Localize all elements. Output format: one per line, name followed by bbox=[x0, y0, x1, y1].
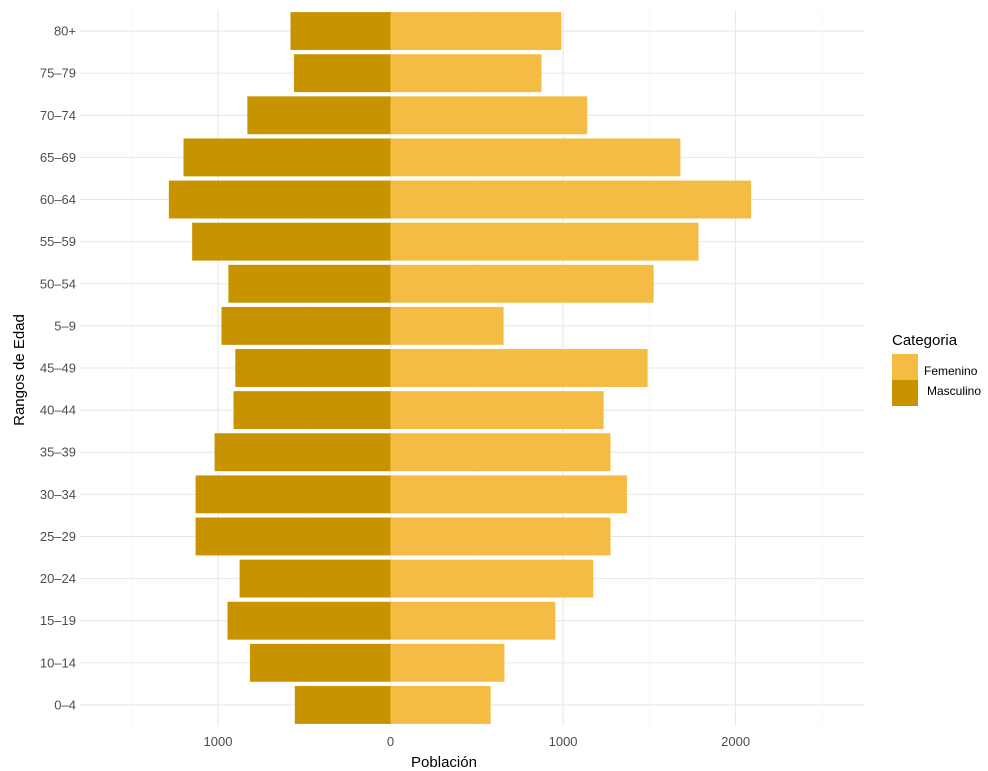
bar-masculino-75–79 bbox=[293, 54, 391, 93]
bar-masculino-45–49 bbox=[235, 349, 391, 387]
bar-femenino-35–39 bbox=[390, 433, 611, 472]
bar-femenino-30–34 bbox=[390, 475, 627, 514]
bar-masculino-40–44 bbox=[233, 391, 391, 430]
y-tick-label: 30–34 bbox=[40, 487, 76, 502]
legend-label-femenino: Femenino bbox=[924, 364, 978, 378]
y-tick-label: 75–79 bbox=[40, 66, 76, 81]
y-axis-ticks: 0–4 10–14 15–19 20–24 25–29 30–34 35–39 40–44 45… bbox=[40, 24, 76, 713]
x-tick-label: 0 bbox=[387, 734, 394, 749]
bar-masculino-65–69 bbox=[183, 138, 391, 177]
bar-femenino-45–49 bbox=[390, 349, 648, 387]
bar-masculino-20–24 bbox=[239, 559, 391, 598]
bar-masculino-55–59 bbox=[192, 222, 391, 261]
x-tick-label: 2000 bbox=[721, 734, 750, 749]
legend-swatch-masculino bbox=[892, 380, 918, 406]
y-tick-label: 25–29 bbox=[40, 529, 76, 544]
y-tick-label: 10–14 bbox=[40, 655, 76, 670]
bar-masculino-35–39 bbox=[214, 433, 391, 472]
x-tick-label: 1000 bbox=[204, 734, 233, 749]
bar-femenino-15–19 bbox=[390, 601, 556, 640]
bar-femenino-25–29 bbox=[390, 517, 611, 556]
legend-label-masculino: Masculino bbox=[927, 384, 981, 398]
y-tick-label: 40–44 bbox=[40, 403, 76, 418]
y-tick-label: 55–59 bbox=[40, 234, 76, 249]
y-tick-label: 15–19 bbox=[40, 613, 76, 628]
bar-femenino-40–44 bbox=[390, 391, 604, 430]
y-tick-label: 80+ bbox=[54, 24, 76, 39]
bar-masculino-60–64 bbox=[168, 180, 391, 219]
y-axis-title: Rangos de Edad bbox=[11, 314, 28, 426]
legend: Categoria Femenino Masculino bbox=[892, 332, 981, 406]
x-axis-ticks: 1000 0 1000 2000 bbox=[204, 734, 751, 749]
bar-femenino-60–64 bbox=[390, 180, 752, 219]
y-tick-label: 50–54 bbox=[40, 276, 76, 291]
y-tick-label: 20–24 bbox=[40, 571, 76, 586]
bar-masculino-80+ bbox=[290, 12, 391, 51]
bar-masculino-5–9 bbox=[221, 306, 391, 345]
y-tick-label: 0–4 bbox=[54, 697, 76, 712]
y-tick-label: 60–64 bbox=[40, 192, 76, 207]
bar-femenino-70–74 bbox=[390, 96, 588, 135]
bar-femenino-0–4 bbox=[390, 685, 491, 724]
bar-femenino-50–54 bbox=[390, 264, 654, 303]
legend-title: Categoria bbox=[892, 332, 958, 349]
y-tick-label: 70–74 bbox=[40, 108, 76, 123]
bar-femenino-80+ bbox=[390, 12, 562, 51]
bar-masculino-70–74 bbox=[247, 96, 391, 135]
x-axis-title: Población bbox=[411, 754, 477, 771]
y-tick-label: 65–69 bbox=[40, 150, 76, 165]
bar-masculino-10–14 bbox=[249, 643, 391, 682]
bar-masculino-15–19 bbox=[227, 601, 391, 640]
bar-masculino-25–29 bbox=[195, 517, 391, 556]
bar-femenino-10–14 bbox=[390, 643, 505, 682]
bar-masculino-30–34 bbox=[195, 475, 391, 514]
legend-swatch-femenino bbox=[892, 354, 918, 380]
bar-masculino-50–54 bbox=[228, 264, 391, 303]
x-tick-label: 1000 bbox=[549, 734, 578, 749]
y-tick-label: 45–49 bbox=[40, 361, 76, 376]
bars bbox=[168, 12, 752, 724]
y-tick-label: 35–39 bbox=[40, 445, 76, 460]
y-tick-label: 5–9 bbox=[54, 318, 76, 333]
bar-femenino-5–9 bbox=[390, 306, 504, 345]
bar-femenino-75–79 bbox=[390, 54, 542, 93]
bar-femenino-55–59 bbox=[390, 222, 699, 261]
bar-masculino-0–4 bbox=[294, 685, 391, 724]
bar-femenino-20–24 bbox=[390, 559, 594, 598]
bar-femenino-65–69 bbox=[390, 138, 681, 177]
